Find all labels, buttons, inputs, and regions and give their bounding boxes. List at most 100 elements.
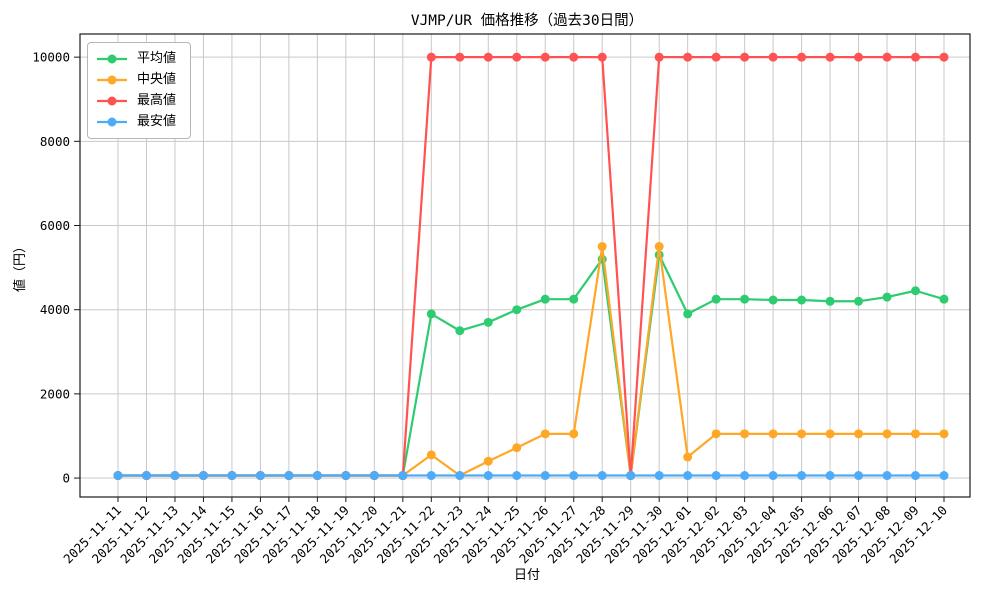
data-point — [455, 471, 465, 481]
data-point — [170, 471, 180, 481]
data-point — [341, 471, 351, 481]
data-point — [654, 52, 664, 62]
data-point — [597, 471, 607, 481]
data-point — [426, 471, 436, 481]
data-point — [911, 52, 921, 62]
series-3 — [113, 52, 949, 481]
data-point — [540, 294, 550, 304]
data-point — [626, 471, 636, 481]
data-point — [768, 471, 778, 481]
legend: 平均値中央値最高値最安値 — [87, 42, 192, 139]
series-line — [116, 245, 946, 477]
data-point — [483, 317, 493, 327]
data-point — [426, 52, 436, 62]
data-point — [939, 471, 949, 481]
grid-lines — [80, 34, 970, 497]
data-point — [569, 429, 579, 439]
data-point — [768, 429, 778, 439]
data-point — [227, 471, 237, 481]
data-point — [426, 450, 436, 460]
data-point — [569, 52, 579, 62]
data-point — [284, 471, 294, 481]
data-point — [797, 52, 807, 62]
data-point — [369, 471, 379, 481]
y-tick-label: 0 — [62, 471, 70, 486]
legend-marker-icon — [97, 96, 127, 106]
data-point — [939, 429, 949, 439]
data-point — [740, 471, 750, 481]
data-point — [426, 309, 436, 319]
legend-marker-icon — [97, 117, 127, 127]
data-point — [540, 471, 550, 481]
data-point — [825, 296, 835, 306]
data-point — [740, 429, 750, 439]
data-point — [911, 286, 921, 296]
legend-item-2: 中央値 — [96, 70, 176, 90]
legend-item-3: 最高値 — [96, 91, 176, 111]
data-point — [854, 471, 864, 481]
data-point — [854, 429, 864, 439]
legend-item-1: 平均値 — [96, 49, 176, 69]
data-point — [711, 294, 721, 304]
data-point — [483, 52, 493, 62]
series-line — [116, 253, 946, 477]
data-point — [711, 429, 721, 439]
data-point — [939, 294, 949, 304]
data-point — [255, 471, 265, 481]
data-point — [740, 294, 750, 304]
data-point — [825, 471, 835, 481]
data-point — [654, 242, 664, 252]
data-point — [711, 471, 721, 481]
data-point — [597, 242, 607, 252]
data-point — [797, 429, 807, 439]
plot-border — [79, 33, 971, 498]
data-point — [740, 52, 750, 62]
data-point — [911, 429, 921, 439]
series-line — [116, 56, 946, 477]
data-point — [797, 471, 807, 481]
data-point — [825, 52, 835, 62]
data-point — [683, 52, 693, 62]
data-point — [683, 309, 693, 319]
data-point — [198, 471, 208, 481]
data-point — [312, 471, 322, 481]
legend-label: 平均値 — [137, 51, 177, 66]
data-point — [854, 52, 864, 62]
series-1 — [113, 250, 949, 481]
y-tick-label: 8000 — [40, 134, 70, 149]
data-point — [569, 294, 579, 304]
data-point — [825, 429, 835, 439]
axis-ticks — [74, 56, 945, 502]
data-point — [854, 296, 864, 306]
y-tick-label: 10000 — [32, 50, 70, 65]
y-tick-label: 2000 — [40, 386, 70, 401]
data-point — [711, 52, 721, 62]
y-tick-label: 4000 — [40, 302, 70, 317]
y-tick-label: 6000 — [40, 218, 70, 233]
data-point — [512, 52, 522, 62]
y-axis-label: 値（円） — [12, 240, 28, 292]
data-point — [654, 471, 664, 481]
legend-label: 中央値 — [137, 72, 177, 87]
data-point — [455, 52, 465, 62]
legend-item-4: 最安値 — [96, 112, 176, 132]
data-point — [512, 305, 522, 315]
data-point — [683, 471, 693, 481]
data-point — [569, 471, 579, 481]
data-point — [512, 471, 522, 481]
data-point — [113, 471, 123, 481]
data-point — [483, 471, 493, 481]
data-point — [882, 429, 892, 439]
data-point — [540, 429, 550, 439]
data-point — [455, 326, 465, 336]
series-2 — [113, 242, 949, 481]
data-point — [911, 471, 921, 481]
data-point — [398, 471, 408, 481]
x-axis-label: 日付 — [514, 568, 540, 583]
data-point — [939, 52, 949, 62]
legend-label: 最安値 — [137, 114, 177, 129]
data-point — [768, 52, 778, 62]
data-point — [882, 52, 892, 62]
